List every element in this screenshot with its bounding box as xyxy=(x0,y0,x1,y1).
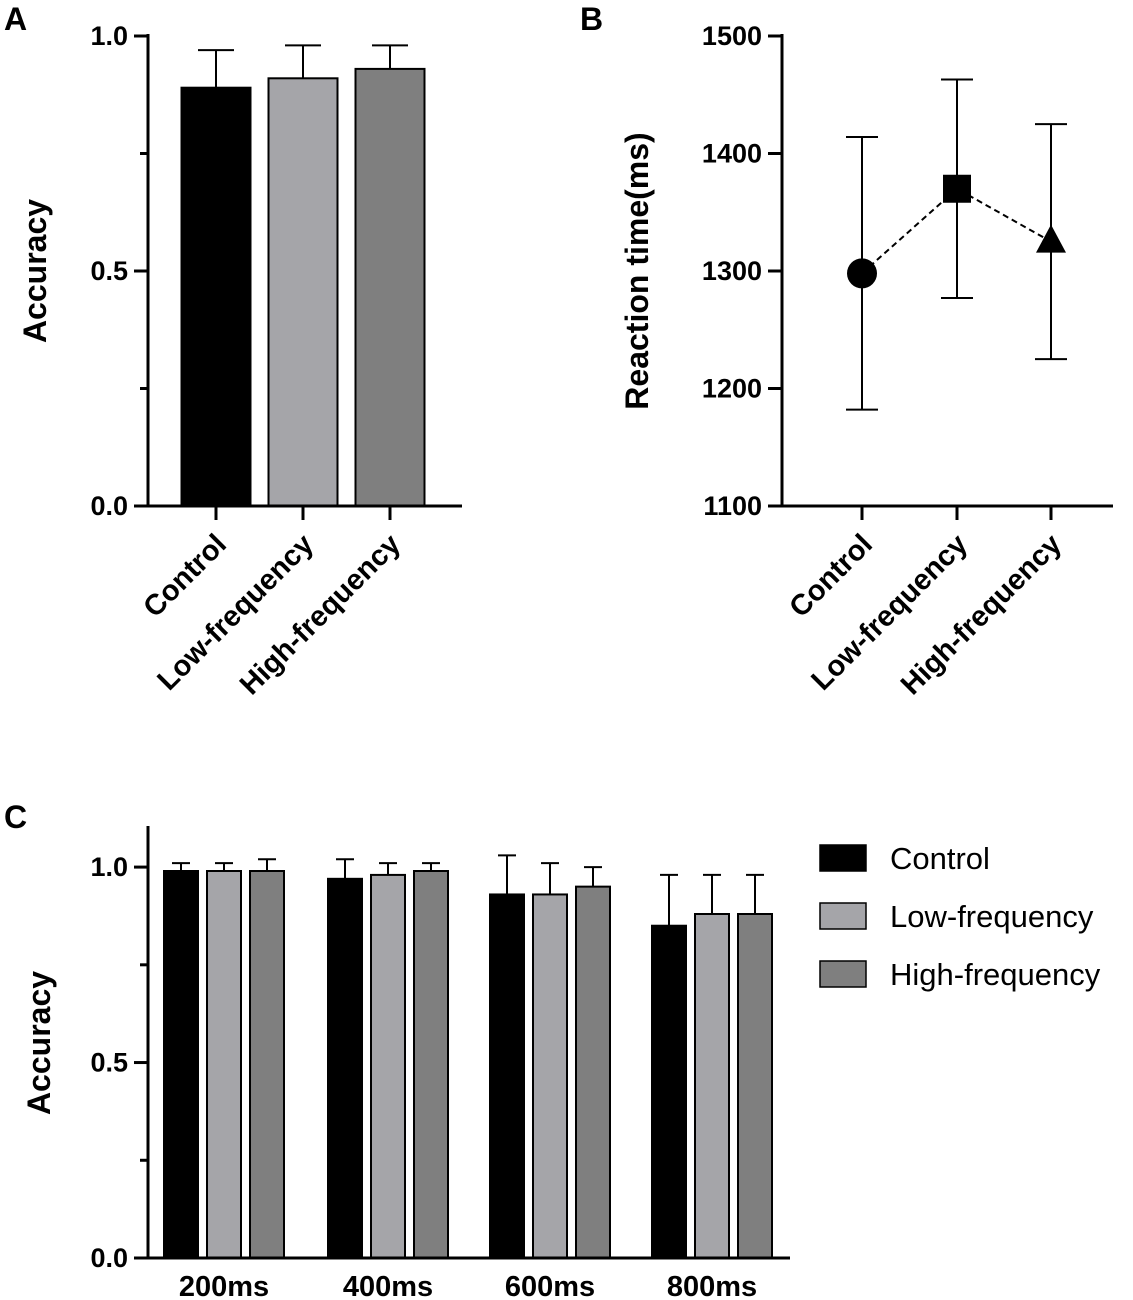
panel-b-point-circle xyxy=(847,258,877,289)
legend-label: High-frequency xyxy=(890,957,1101,992)
panel-c-bar xyxy=(163,870,199,1259)
y-tick-label: 1.0 xyxy=(90,21,128,51)
panel-c-bar xyxy=(327,877,363,1259)
x-tick-label: 600ms xyxy=(505,1271,595,1300)
y-tick-label: 1300 xyxy=(702,256,762,286)
x-tick-label: High-frequency xyxy=(234,528,407,701)
y-tick-label: 1100 xyxy=(703,491,762,521)
panel-c-bar xyxy=(651,924,687,1260)
y-axis-title: Accuracy xyxy=(17,199,53,343)
panel-b-point-triangle xyxy=(1036,224,1066,253)
y-tick-label: 1500 xyxy=(702,21,762,51)
panel-c-bar xyxy=(575,885,611,1259)
legend-label: Low-frequency xyxy=(890,899,1094,934)
panel-c-chart: C 0.0 0.5 1.0 Accuracy 200ms 400ms 600ms 800ms xyxy=(4,799,790,1300)
panel-a-bar xyxy=(180,86,252,507)
y-tick-label: 1.0 xyxy=(90,852,128,882)
x-tick-label: High-frequency xyxy=(895,528,1068,701)
x-tick-label: 200ms xyxy=(179,1271,269,1300)
panel-c-bar xyxy=(532,893,568,1259)
x-tick-label: Control xyxy=(783,528,879,624)
panel-b-connector-line xyxy=(861,187,1052,275)
panel-b-label: B xyxy=(580,1,603,37)
panel-c-bar xyxy=(370,873,406,1260)
y-tick-label: 0.0 xyxy=(90,1243,128,1273)
x-tick-label: Low-frequency xyxy=(151,528,319,696)
panel-c-bar xyxy=(737,913,773,1259)
legend-swatch xyxy=(819,902,867,930)
y-axis-title: Accuracy xyxy=(21,971,57,1115)
y-tick-label: 1200 xyxy=(702,374,762,404)
y-axis-title: Reaction time(ms) xyxy=(619,132,655,409)
y-tick-label: 1400 xyxy=(702,139,762,169)
panel-c-bar xyxy=(694,913,730,1259)
panel-a-chart: A0.00.51.0AccuracyControlLow-frequencyHi… xyxy=(4,1,462,701)
legend-swatch xyxy=(819,960,867,988)
y-tick-label: 0.0 xyxy=(90,491,128,521)
x-tick-label: 400ms xyxy=(343,1271,433,1300)
panel-a-bar xyxy=(354,67,426,508)
y-tick-label: 0.5 xyxy=(90,256,128,286)
panel-a-bar xyxy=(267,77,339,508)
panel-c-bar xyxy=(413,870,449,1259)
panel-c-label: C xyxy=(4,799,27,835)
panel-b-chart: B 1100 1200 1300 1400 1500 Reaction time(ms) Co… xyxy=(580,1,1113,701)
panel-b-point-square xyxy=(943,174,971,203)
legend: Control Low-frequency High-frequency xyxy=(819,841,1101,992)
panel-c-bar xyxy=(249,870,285,1259)
legend-swatch xyxy=(819,844,867,872)
panel-c-bar xyxy=(489,893,525,1259)
x-tick-label: 800ms xyxy=(667,1271,757,1300)
panel-c-bar xyxy=(206,870,242,1259)
legend-label: Control xyxy=(890,841,990,876)
panel-a-label: A xyxy=(4,1,27,37)
y-tick-label: 0.5 xyxy=(90,1048,128,1078)
